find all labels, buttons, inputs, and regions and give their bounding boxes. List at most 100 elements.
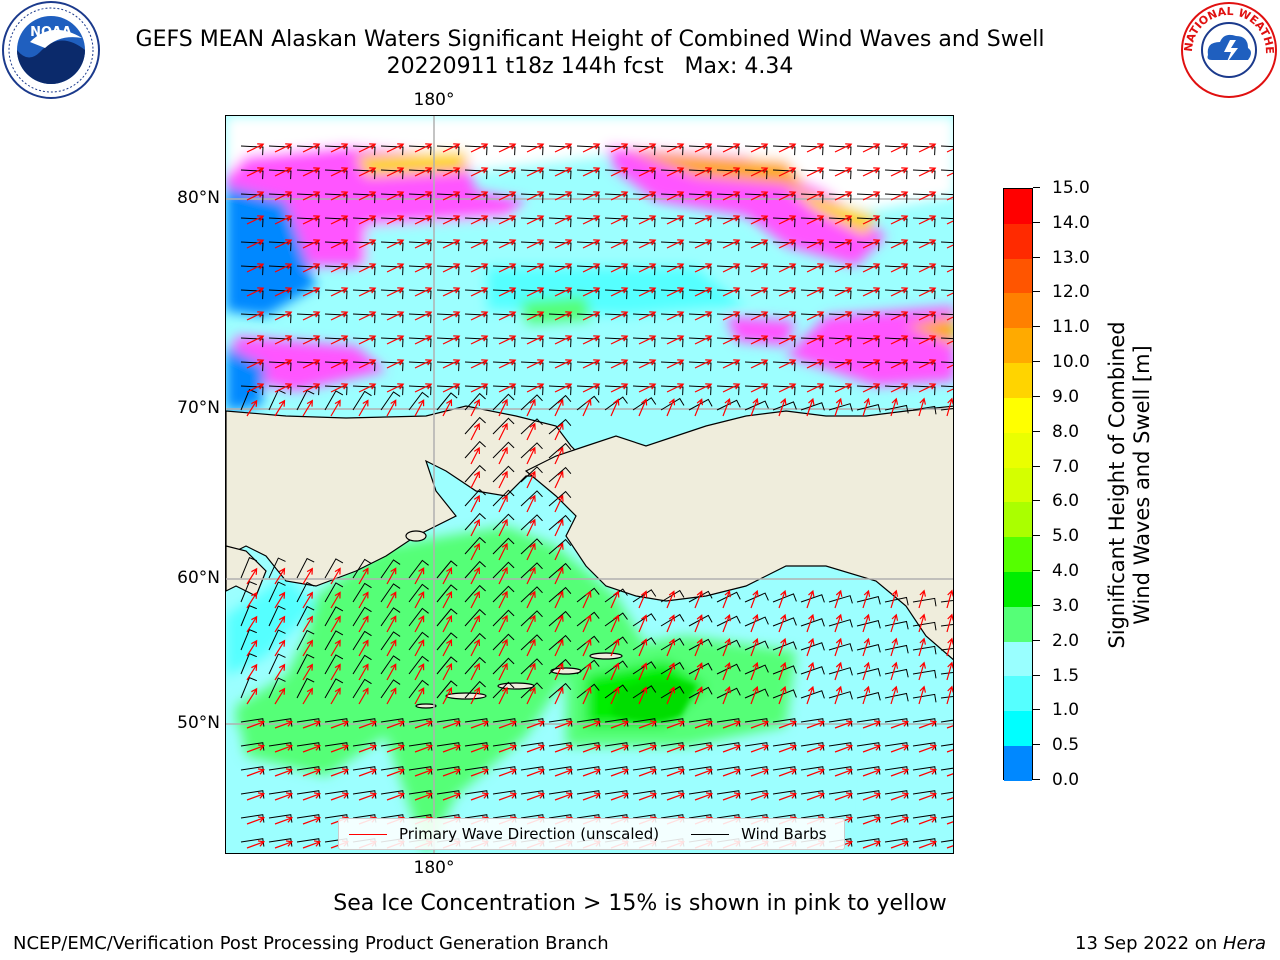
wind-barb xyxy=(296,557,315,579)
wave-direction-arrow xyxy=(946,220,953,225)
wave-direction-arrow xyxy=(358,399,369,417)
wave-direction-arrow xyxy=(246,615,258,633)
wave-direction-arrow xyxy=(498,287,517,297)
wave-direction-arrow xyxy=(666,335,685,345)
wind-barb xyxy=(520,562,543,579)
wave-direction-arrow xyxy=(610,311,629,321)
wave-direction-arrow xyxy=(806,720,826,729)
wave-direction-arrow xyxy=(470,311,489,321)
wave-direction-arrow xyxy=(610,239,629,249)
lon-label-bottom: 180° xyxy=(413,858,455,878)
wave-direction-arrow xyxy=(330,143,349,153)
wave-direction-arrow xyxy=(638,215,657,225)
wave-direction-arrow xyxy=(778,335,797,345)
wind-barb xyxy=(352,385,376,396)
wind-barb xyxy=(324,241,348,252)
wind-barb xyxy=(324,289,348,300)
wave-direction-arrow xyxy=(918,613,926,633)
wave-direction-arrow xyxy=(834,311,853,321)
wave-direction-arrow xyxy=(918,685,926,705)
wind-barb xyxy=(240,217,264,228)
wind-barb xyxy=(492,465,515,483)
wave-direction-arrow xyxy=(442,768,462,777)
wind-barb xyxy=(744,592,769,603)
wave-direction-arrow xyxy=(302,263,321,273)
wave-direction-arrow xyxy=(638,239,657,249)
wind-barb xyxy=(632,637,657,651)
wind-barb xyxy=(296,313,320,324)
wave-direction-arrow xyxy=(778,792,798,801)
wave-direction-arrow xyxy=(498,263,517,273)
wave-direction-arrow xyxy=(302,311,321,321)
wave-direction-arrow xyxy=(666,398,676,417)
wind-barb xyxy=(492,393,515,411)
wave-direction-arrow xyxy=(946,388,953,393)
wave-direction-arrow xyxy=(330,687,341,705)
wave-direction-arrow xyxy=(386,143,405,153)
wave-direction-arrow xyxy=(750,263,769,273)
wave-direction-arrow xyxy=(498,494,508,513)
wind-barb xyxy=(688,265,712,276)
wave-direction-arrow xyxy=(610,335,629,345)
wind-barb xyxy=(352,742,377,751)
wave-direction-arrow xyxy=(582,768,602,777)
wave-direction-arrow xyxy=(750,661,759,681)
wave-direction-arrow xyxy=(302,399,313,417)
wind-barb xyxy=(492,657,515,675)
wind-barb xyxy=(772,217,796,228)
wave-direction-arrow xyxy=(890,263,909,273)
wind-barb xyxy=(520,289,544,300)
wave-direction-arrow xyxy=(722,143,741,153)
wind-barb xyxy=(408,217,432,228)
wave-direction-arrow xyxy=(386,215,405,225)
colorbar-segment xyxy=(1004,363,1032,398)
wave-direction-arrow xyxy=(498,311,517,321)
wave-direction-arrow xyxy=(246,816,266,825)
wind-barb xyxy=(576,790,601,799)
wind-barb xyxy=(856,766,881,775)
wind-barb xyxy=(576,611,600,627)
wind-barb xyxy=(688,766,713,775)
wind-barb xyxy=(716,241,740,252)
wind-barb xyxy=(940,289,953,292)
wave-direction-arrow xyxy=(582,638,592,657)
wind-barb xyxy=(464,313,488,324)
wave-direction-arrow xyxy=(414,239,433,249)
wave-direction-arrow xyxy=(246,167,265,177)
wave-direction-arrow xyxy=(274,663,286,681)
wind-barb xyxy=(324,145,348,156)
wind-barb xyxy=(604,169,628,180)
wave-direction-arrow xyxy=(946,661,953,681)
wave-direction-arrow xyxy=(414,744,434,753)
wave-direction-arrow xyxy=(330,287,349,297)
wind-barb xyxy=(688,169,712,180)
wave-direction-arrow xyxy=(834,263,853,273)
wave-direction-arrow xyxy=(442,335,461,345)
wave-direction-arrow xyxy=(414,720,434,729)
wind-barb xyxy=(604,217,628,228)
wind-barb xyxy=(492,241,516,252)
wave-direction-arrow xyxy=(358,311,377,321)
wind-barb xyxy=(688,590,713,603)
wind-barb xyxy=(576,766,601,775)
wind-barb xyxy=(828,385,852,396)
wind-barb xyxy=(520,418,543,435)
wave-direction-arrow xyxy=(498,638,508,657)
wind-barb xyxy=(884,361,908,372)
red-line-icon xyxy=(349,833,387,835)
wave-direction-arrow xyxy=(274,687,286,705)
wind-barb xyxy=(716,615,741,627)
wind-barb xyxy=(520,658,543,675)
wave-direction-arrow xyxy=(666,191,685,201)
wind-barb xyxy=(380,241,404,252)
wind-barb xyxy=(912,669,937,679)
wind-barb xyxy=(492,169,516,180)
wind-barb xyxy=(548,193,572,204)
wave-direction-arrow xyxy=(554,614,564,633)
wave-direction-arrow xyxy=(610,744,630,753)
wind-barb xyxy=(744,145,768,156)
wave-direction-arrow xyxy=(946,397,953,417)
wave-direction-arrow xyxy=(526,398,536,417)
wave-direction-arrow xyxy=(554,263,573,273)
wind-barb xyxy=(800,790,825,799)
